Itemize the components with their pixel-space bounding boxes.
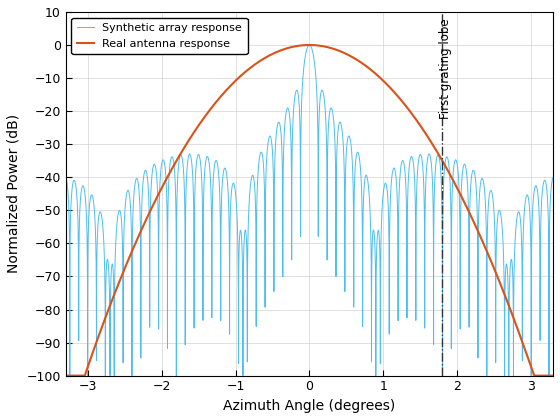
Line: Synthetic array response: Synthetic array response	[66, 45, 553, 375]
Real antenna response	[357, 60, 364, 65]
Synthetic array response	[412, 181, 418, 186]
Legend: Synthetic array response, Real antenna response: Synthetic array response, Real antenna r…	[71, 18, 248, 54]
Synthetic array response	[518, 237, 525, 242]
Synthetic array response	[62, 175, 69, 180]
Synthetic array response	[357, 167, 364, 172]
Synthetic array response	[293, 88, 300, 93]
Synthetic array response	[67, 373, 73, 378]
Synthetic array response	[184, 164, 190, 169]
Synthetic array response	[375, 228, 382, 234]
Y-axis label: Normalized Power (dB): Normalized Power (dB)	[7, 114, 21, 273]
Real antenna response	[62, 373, 69, 378]
Real antenna response	[550, 373, 557, 378]
Real antenna response	[412, 115, 418, 120]
Synthetic array response	[306, 42, 312, 47]
Real antenna response	[375, 74, 382, 79]
X-axis label: Azimuth Angle (degrees): Azimuth Angle (degrees)	[223, 399, 395, 413]
Real antenna response	[293, 44, 300, 49]
Synthetic array response	[550, 175, 557, 180]
Text: First grating lobe: First grating lobe	[438, 18, 451, 119]
Real antenna response	[306, 42, 312, 47]
Line: Real antenna response: Real antenna response	[66, 45, 553, 375]
Real antenna response	[518, 337, 525, 342]
Real antenna response	[184, 140, 190, 145]
